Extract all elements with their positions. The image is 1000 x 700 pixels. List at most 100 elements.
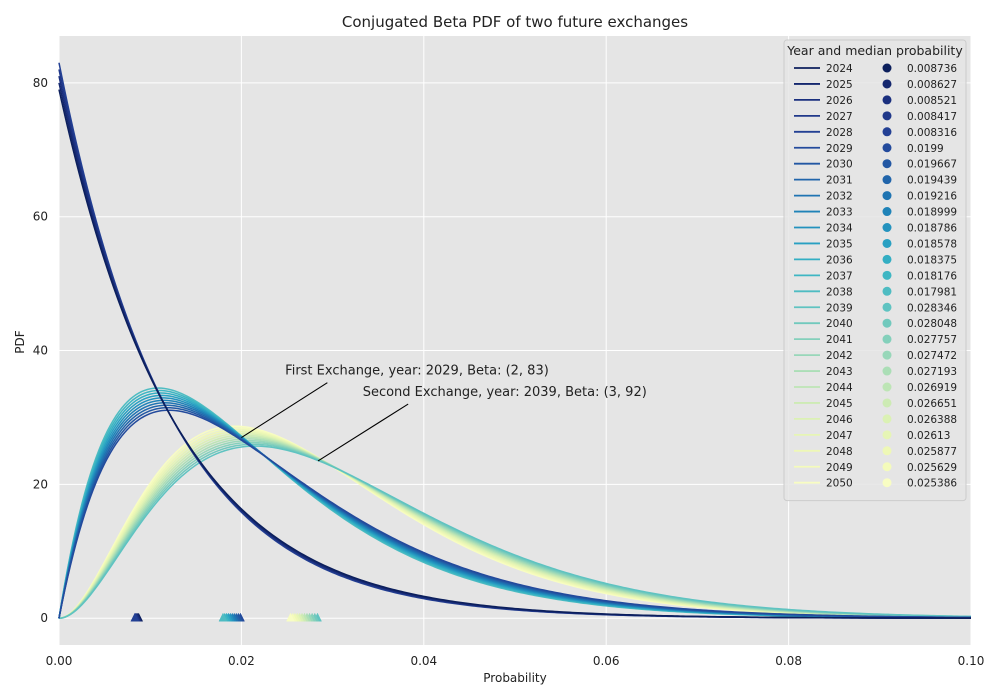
legend-year-2035: 2035 bbox=[826, 238, 853, 250]
annotations: First Exchange, year: 2029, Beta: (2, 83… bbox=[241, 364, 647, 462]
chart-title: Conjugated Beta PDF of two future exchan… bbox=[342, 13, 688, 31]
y-tick-label: 0 bbox=[40, 611, 48, 625]
legend-year-2048: 2048 bbox=[826, 446, 853, 458]
legend-year-2041: 2041 bbox=[826, 334, 853, 346]
legend-median-2046: 0.026388 bbox=[907, 414, 957, 426]
legend-dot-2034 bbox=[882, 223, 892, 232]
y-tick-label: 60 bbox=[33, 210, 48, 224]
y-tick-label: 80 bbox=[33, 76, 48, 90]
legend-dot-2044 bbox=[882, 382, 892, 392]
legend-dot-2045 bbox=[882, 398, 892, 408]
median-marker-2050 bbox=[286, 612, 295, 622]
legend-dot-2037 bbox=[882, 270, 892, 280]
legend-dot-2028 bbox=[882, 127, 892, 137]
legend-median-2041: 0.027757 bbox=[907, 334, 957, 346]
legend-median-2040: 0.028048 bbox=[907, 318, 957, 330]
legend-median-2038: 0.017981 bbox=[907, 286, 957, 298]
median-marker-2028 bbox=[130, 612, 140, 622]
annotation-label-1: First Exchange, year: 2029, Beta: (2, 83… bbox=[285, 364, 549, 379]
legend-median-2033: 0.018999 bbox=[907, 207, 957, 219]
legend-year-2037: 2037 bbox=[826, 270, 853, 282]
legend-year-2026: 2026 bbox=[826, 95, 853, 107]
legend-year-2024: 2024 bbox=[826, 63, 853, 75]
legend-dot-2040 bbox=[882, 318, 892, 328]
legend-median-2037: 0.018176 bbox=[907, 270, 957, 282]
legend-median-2042: 0.027472 bbox=[907, 350, 957, 362]
y-axis-label: PDF bbox=[13, 330, 27, 353]
x-tick-label: 0.02 bbox=[228, 654, 255, 668]
legend-year-2044: 2044 bbox=[826, 382, 853, 394]
legend-median-2049: 0.025629 bbox=[907, 462, 957, 474]
x-tick-label: 0.04 bbox=[410, 654, 437, 668]
y-tick-label: 20 bbox=[33, 477, 48, 491]
legend-median-2036: 0.018375 bbox=[907, 254, 957, 266]
legend-median-2032: 0.019216 bbox=[907, 191, 957, 203]
legend-median-2034: 0.018786 bbox=[907, 223, 957, 235]
legend-median-2026: 0.008521 bbox=[907, 95, 957, 107]
legend-dot-2027 bbox=[882, 111, 892, 121]
x-tick-label: 0.10 bbox=[958, 654, 985, 668]
legend-year-2042: 2042 bbox=[826, 350, 853, 362]
legend: Year and median probability 2024 0.008736 2… bbox=[783, 39, 967, 502]
legend-median-2028: 0.008316 bbox=[907, 127, 957, 139]
legend-year-2046: 2046 bbox=[826, 414, 853, 426]
legend-median-2044: 0.026919 bbox=[907, 382, 957, 394]
legend-year-2029: 2029 bbox=[826, 143, 853, 155]
legend-median-2024: 0.008736 bbox=[907, 63, 957, 75]
annotation-label-2: Second Exchange, year: 2039, Beta: (3, 9… bbox=[363, 385, 647, 400]
median-marker-2038 bbox=[218, 612, 228, 622]
legend-dot-2035 bbox=[882, 238, 892, 248]
legend-median-2025: 0.008627 bbox=[907, 79, 957, 91]
pdf-curve-2029 bbox=[58, 409, 972, 619]
legend-median-2031: 0.019439 bbox=[907, 175, 957, 187]
legend-dot-2049 bbox=[882, 462, 892, 472]
legend-dot-2030 bbox=[882, 159, 892, 169]
legend-year-2030: 2030 bbox=[826, 159, 853, 171]
legend-year-2033: 2033 bbox=[826, 207, 853, 219]
legend-median-2027: 0.008417 bbox=[907, 111, 957, 123]
legend-box bbox=[783, 39, 967, 502]
pdf-curves bbox=[58, 62, 972, 619]
legend-median-2045: 0.026651 bbox=[907, 398, 957, 410]
legend-year-2032: 2032 bbox=[826, 191, 853, 203]
x-tick-label: 0.06 bbox=[593, 654, 620, 668]
legend-dot-2026 bbox=[882, 95, 892, 105]
legend-dot-2048 bbox=[882, 446, 892, 456]
legend-dot-2042 bbox=[882, 350, 892, 360]
legend-year-2049: 2049 bbox=[826, 462, 853, 474]
legend-year-2040: 2040 bbox=[826, 318, 853, 330]
pdf-curve-2039 bbox=[58, 445, 972, 619]
legend-title: Year and median probability bbox=[786, 43, 963, 58]
legend-median-2050: 0.025386 bbox=[907, 478, 957, 490]
legend-median-2035: 0.018578 bbox=[907, 238, 957, 250]
legend-dot-2032 bbox=[882, 191, 892, 201]
x-axis-label: Probability bbox=[483, 671, 546, 685]
legend-dot-2041 bbox=[882, 334, 892, 344]
legend-dot-2046 bbox=[882, 414, 892, 424]
legend-median-2043: 0.027193 bbox=[907, 366, 957, 378]
legend-median-2030: 0.019667 bbox=[907, 159, 957, 171]
legend-year-2034: 2034 bbox=[826, 223, 853, 235]
legend-dot-2038 bbox=[882, 286, 892, 296]
legend-dot-2039 bbox=[882, 302, 892, 312]
legend-dot-2036 bbox=[882, 254, 892, 264]
legend-year-2047: 2047 bbox=[826, 430, 853, 442]
y-tick-label: 40 bbox=[33, 344, 48, 358]
legend-dot-2033 bbox=[882, 207, 892, 217]
annotation-arrow-2 bbox=[317, 403, 409, 462]
legend-dot-2050 bbox=[882, 478, 892, 488]
legend-dot-2043 bbox=[882, 366, 892, 376]
y-tick-labels: 0 20 40 60 80 bbox=[33, 76, 48, 625]
legend-median-2029: 0.0199 bbox=[907, 143, 944, 155]
legend-median-2047: 0.02613 bbox=[907, 430, 950, 442]
legend-dot-2029 bbox=[882, 143, 892, 153]
legend-year-2036: 2036 bbox=[826, 254, 853, 266]
legend-year-2031: 2031 bbox=[826, 175, 853, 187]
median-markers bbox=[130, 612, 322, 622]
legend-year-2039: 2039 bbox=[826, 302, 853, 314]
legend-year-2038: 2038 bbox=[826, 286, 853, 298]
legend-year-2043: 2043 bbox=[826, 366, 853, 378]
x-tick-labels: 0.00 0.02 0.04 0.06 0.08 0.10 bbox=[46, 654, 985, 668]
legend-year-2028: 2028 bbox=[826, 127, 853, 139]
